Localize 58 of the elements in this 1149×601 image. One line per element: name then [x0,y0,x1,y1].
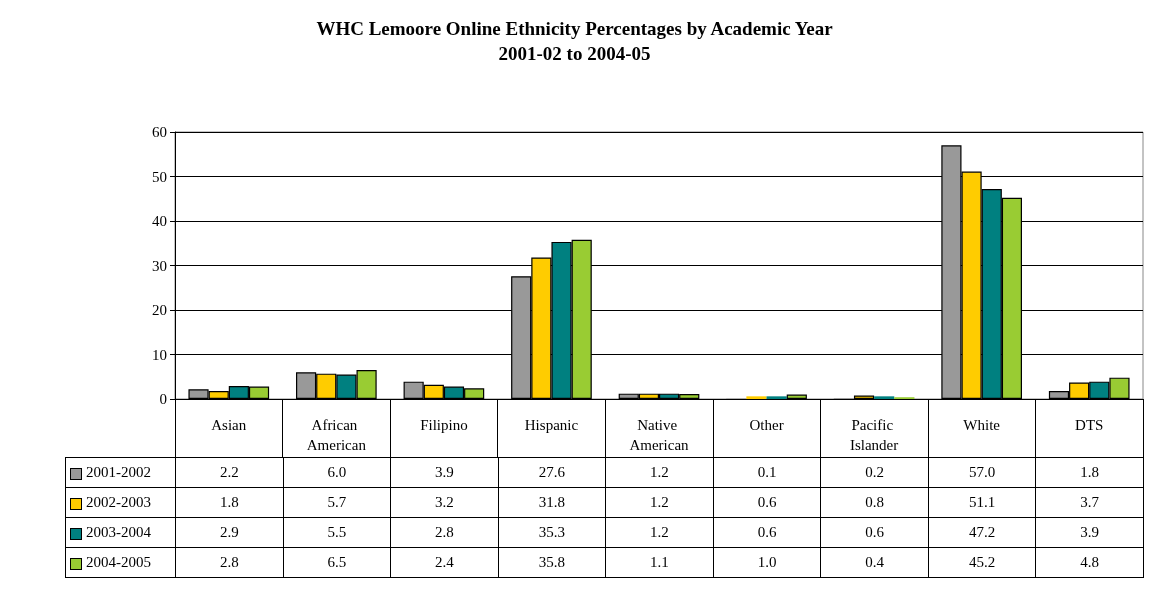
y-tick-label: 20 [152,302,167,318]
data-label: 3.2 [390,487,499,518]
data-label: 47.2 [928,517,1036,548]
y-tick-label: 40 [152,213,167,229]
data-label: 2.8 [390,517,499,548]
data-label: 0.8 [820,487,929,518]
data-label: 1.8 [175,487,284,518]
data-label: 1.0 [713,547,821,578]
x-tick-label: Pacific Islander [849,417,899,453]
data-label: 5.7 [283,487,391,518]
data-label: 0.4 [820,547,929,578]
legend-label: 2002-2003 [65,487,176,518]
chart-title: WHC Lemoore Online Ethnicity Percentages by Academic Year [316,18,834,39]
data-label: 35.8 [498,547,606,578]
data-label: 4.8 [1035,547,1144,578]
data-label: 3.9 [1035,517,1144,548]
y-tick-label: 50 [152,168,167,185]
x-tick-label: African American [306,417,367,453]
data-label: 2.9 [175,517,284,548]
data-label: 5.5 [283,517,391,548]
data-label: 0.6 [713,487,821,518]
data-label: 6.5 [283,547,391,578]
y-tick-label: 30 [152,257,167,274]
y-tick-label: 10 [152,346,167,363]
x-tick-label: White [963,417,1001,433]
x-tick-label: Filipino [420,417,468,433]
data-label: 6.0 [283,457,391,488]
legend-label: 2004-2005 [65,547,176,578]
data-label: 3.9 [390,457,499,488]
data-label: 1.8 [1035,457,1144,488]
data-label: 35.3 [498,517,606,548]
data-label: 2.8 [175,547,284,578]
data-label: 45.2 [928,547,1036,578]
data-label: 2.2 [175,457,284,488]
data-label: 0.2 [820,457,929,488]
data-label: 2.4 [390,547,499,578]
y-tick-label: 0 [159,391,167,407]
data-label: 57.0 [928,457,1036,488]
x-tick-label: Asian [211,417,247,433]
x-tick-label: DTS [1075,417,1104,433]
chart-subtitle: 2001-02 to 2004-05 [498,43,651,64]
data-label: 27.6 [498,457,606,488]
data-label: 0.6 [820,517,929,548]
x-tick-label: Other [749,417,784,433]
y-tick-label: 60 [152,124,167,140]
x-tick-label: Hispanic [524,417,579,433]
data-label: 1.1 [605,547,714,578]
legend-label: 2001-2002 [65,457,176,488]
data-label: 1.2 [605,457,714,488]
data-label: 0.6 [713,517,821,548]
data-label: 51.1 [928,487,1036,518]
data-label: 3.7 [1035,487,1144,518]
data-label: 31.8 [498,487,606,518]
data-label: 0.1 [713,457,821,488]
data-label: 1.2 [605,517,714,548]
data-label: 1.2 [605,487,714,518]
x-tick-label: Native American [629,417,690,453]
legend-label: 2003-2004 [65,517,176,548]
